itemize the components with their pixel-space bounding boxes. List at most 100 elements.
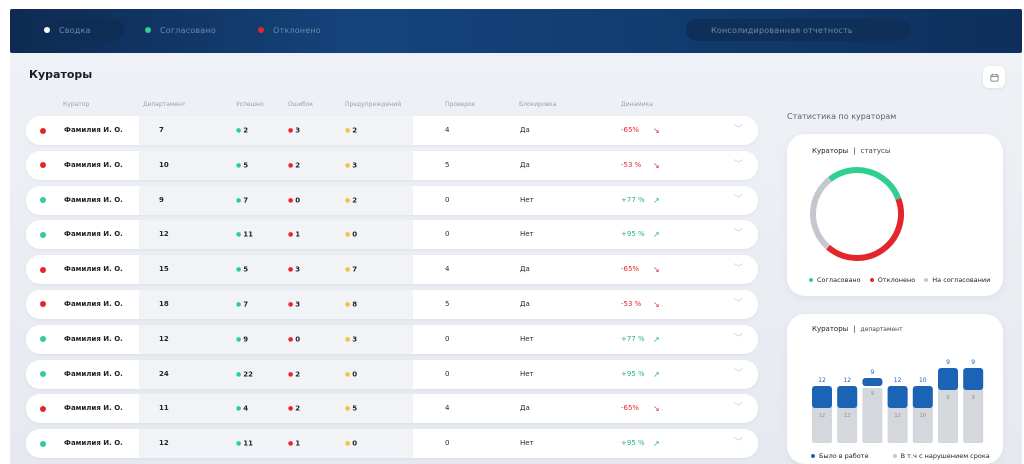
calendar-icon — [990, 73, 998, 81]
dynamics-value: -53 % — [621, 299, 642, 308]
status-dot-icon — [145, 27, 151, 33]
chevron-down-icon[interactable]: ﹀ — [734, 438, 744, 449]
warnings-value: ● 3 — [345, 161, 358, 170]
errors-value: ● 0 — [288, 196, 301, 205]
calendar-button[interactable] — [983, 66, 1005, 88]
checks-value: 4 — [445, 404, 450, 413]
department-value: 18 — [159, 299, 169, 308]
header-blocking: Блокировка — [519, 101, 557, 108]
status-dot-icon — [40, 371, 46, 378]
consolidated-label: Консолидированная отчетность — [711, 25, 853, 35]
table-row[interactable]: Фамилия И. О. 11 ● 4 ● 2 ● 5 4 Да -65% ↘ ﹀ — [26, 394, 758, 424]
bar-blue — [963, 368, 984, 390]
bar-sub-label: 10 — [920, 413, 926, 419]
tab-agreed[interactable]: Согласовано — [140, 19, 250, 41]
curators-panel: Кураторы Куратор Департамент Успешно Оши… — [10, 53, 1022, 464]
chevron-down-icon[interactable]: ﹀ — [734, 368, 744, 379]
success-value: ● 22 — [236, 370, 253, 379]
department-value: 24 — [159, 369, 169, 378]
blocking-value: Да — [520, 404, 530, 413]
blocking-value: Нет — [520, 369, 534, 378]
department-value: 12 — [159, 334, 169, 343]
dynamics-value: +95 % — [621, 369, 645, 378]
blocking-value: Нет — [520, 195, 534, 204]
table-row[interactable]: Фамилия И. О. 12 ● 11 ● 1 ● 0 0 Нет +95 % ↗ ﹀ — [26, 429, 758, 459]
header-errors: Ошибок — [288, 101, 314, 108]
success-value: ● 5 — [236, 265, 249, 274]
dynamics-value: -65% — [621, 265, 640, 274]
table-row[interactable]: Фамилия И. О. 9 ● 7 ● 0 ● 2 0 Нет +77 % ↗ ﹀ — [26, 185, 758, 215]
success-value: ● 7 — [236, 196, 249, 205]
header-curator: Куратор — [63, 101, 90, 108]
bar-legend: Было в работе В т.ч с нарушением срока — [811, 452, 990, 460]
curator-name: Фамилия И. О. — [64, 439, 123, 448]
checks-value: 0 — [445, 334, 450, 343]
table-row[interactable]: Фамилия И. О. 15 ● 5 ● 3 ● 7 4 Да -65% ↘ ﹀ — [26, 255, 758, 285]
card-header: Кураторы | департамент — [812, 325, 903, 333]
status-dot-icon — [258, 27, 264, 33]
blocking-value: Да — [520, 126, 530, 134]
blocking-value: Нет — [520, 334, 534, 343]
bar-blue — [887, 386, 908, 408]
header-checks: Проверок — [445, 101, 476, 108]
row-shade — [139, 185, 413, 215]
legend-item: Было в работе — [811, 452, 869, 460]
trend-down-icon: ↘ — [653, 265, 660, 275]
department-value: 10 — [159, 160, 169, 169]
table-row[interactable]: Фамилия И. О. 12 ● 9 ● 0 ● 3 0 Нет +77 % ↗ ﹀ — [26, 324, 758, 354]
curator-name: Фамилия И. О. — [64, 265, 123, 274]
blocking-value: Нет — [520, 439, 534, 448]
warnings-value: ● 2 — [345, 196, 358, 205]
department-value: 11 — [159, 404, 169, 413]
department-value: 9 — [159, 195, 164, 204]
chevron-down-icon[interactable]: ﹀ — [734, 403, 744, 414]
table-row[interactable]: Фамилия И. О. 10 ● 5 ● 2 ● 3 5 Да -53 % ↘ ﹀ — [26, 150, 758, 180]
bar-value-label: 9 — [870, 369, 874, 376]
chevron-down-icon[interactable]: ﹀ — [734, 333, 744, 344]
status-dot-icon — [40, 127, 46, 134]
table-row[interactable]: Фамилия И. О. 12 ● 11 ● 1 ● 0 0 Нет +95 % ↗ ﹀ — [26, 220, 758, 250]
row-shade — [139, 220, 413, 250]
bar-blue — [812, 386, 832, 408]
table-row[interactable]: Фамилия И. О. 7 ● 2 ● 3 ● 2 4 Да -65% ↘ ﹀ — [26, 116, 758, 145]
chevron-down-icon[interactable]: ﹀ — [734, 159, 744, 170]
consolidated-report-button[interactable]: Консолидированная отчетность — [686, 19, 910, 41]
curator-name: Фамилия И. О. — [64, 230, 123, 239]
bar-blue — [912, 386, 933, 408]
errors-value: ● 3 — [288, 265, 301, 274]
row-shade — [139, 150, 413, 180]
chevron-down-icon[interactable]: ﹀ — [734, 264, 744, 275]
chevron-down-icon[interactable]: ﹀ — [734, 194, 744, 205]
legend-item: Отклонено — [869, 276, 915, 284]
page-title: Кураторы — [29, 68, 93, 81]
checks-value: 0 — [445, 439, 450, 448]
table-row[interactable]: Фамилия И. О. 24 ● 22 ● 2 ● 0 0 Нет +95 % ↗ ﹀ — [26, 359, 758, 389]
warnings-value: ● 3 — [345, 335, 358, 344]
bar-sub-label: 9 — [946, 395, 949, 401]
errors-value: ● 2 — [288, 161, 301, 170]
department-value: 15 — [159, 265, 169, 274]
chevron-down-icon[interactable]: ﹀ — [734, 125, 744, 135]
chevron-down-icon[interactable]: ﹀ — [734, 229, 744, 240]
bar-blue — [862, 378, 883, 386]
blocking-value: Да — [520, 299, 530, 308]
row-shade — [139, 324, 413, 354]
table-row[interactable]: Фамилия И. О. 18 ● 7 ● 3 ● 8 5 Да -53 % ↘ ﹀ — [26, 289, 758, 319]
tab-rejected[interactable]: Отклонено — [252, 19, 372, 41]
status-donut-chart — [810, 167, 904, 261]
tab-svodka[interactable]: Сводка — [28, 19, 124, 41]
trend-up-icon: ↗ — [653, 334, 660, 344]
legend-item: В т.ч с нарушением срока — [892, 452, 990, 460]
bar-sub-label: 12 — [844, 413, 850, 419]
checks-value: 4 — [445, 126, 450, 134]
card-sub-label: департамент — [860, 326, 903, 333]
errors-value: ● 0 — [288, 335, 301, 344]
chevron-down-icon[interactable]: ﹀ — [734, 298, 744, 309]
status-dot-icon — [40, 266, 46, 273]
warnings-value: ● 2 — [345, 126, 358, 135]
tab-label: Согласовано — [160, 25, 216, 35]
success-value: ● 11 — [236, 230, 253, 239]
status-dot-icon — [40, 405, 46, 412]
success-value: ● 7 — [236, 300, 249, 309]
stats-title: Статистика по кураторам — [787, 112, 897, 121]
